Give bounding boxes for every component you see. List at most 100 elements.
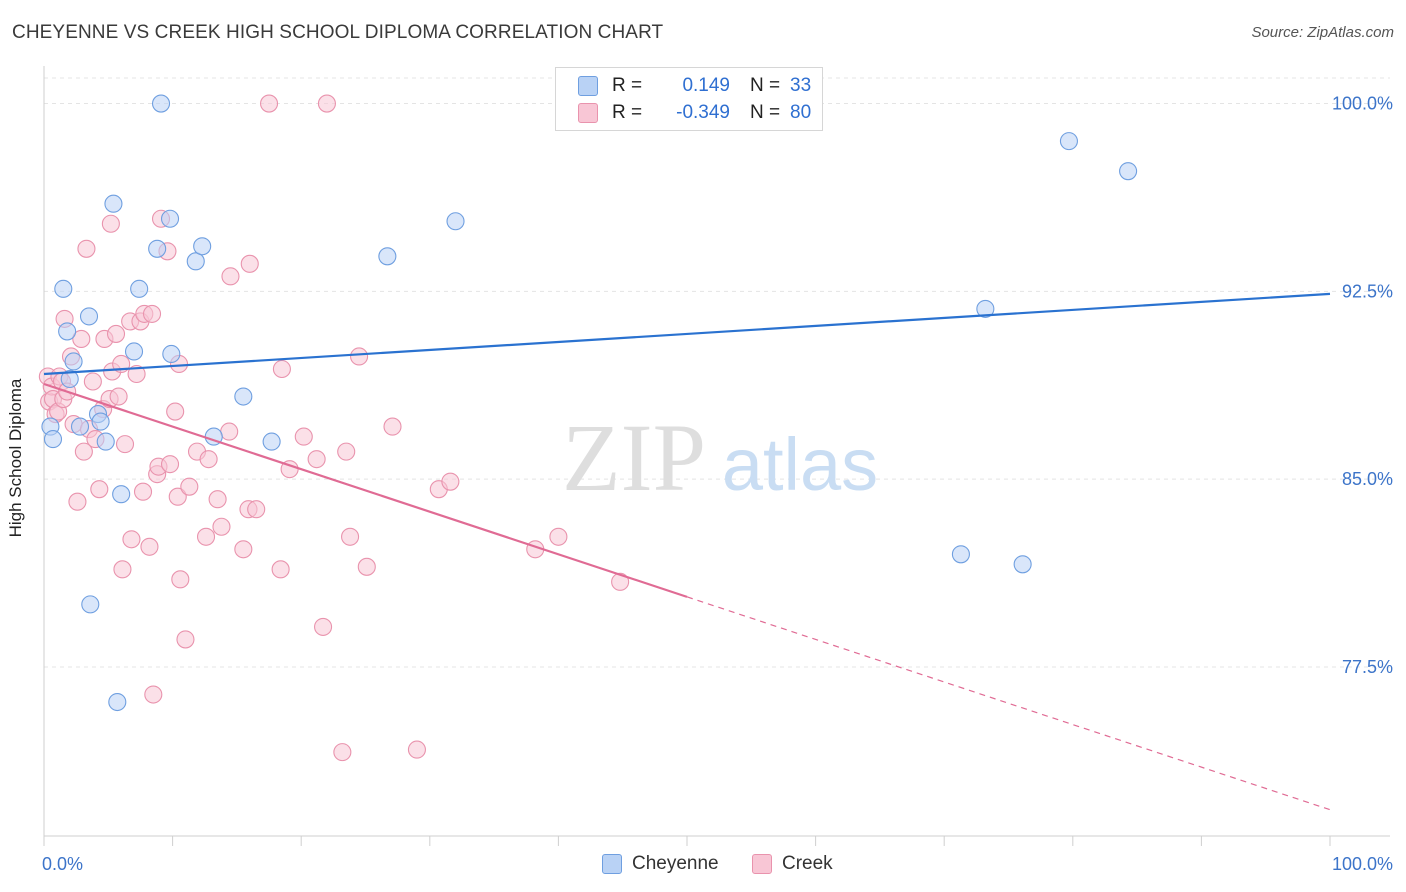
bottom-creek-swatch: [752, 854, 772, 874]
cheyenne-point: [186, 252, 205, 271]
creek-swatch: [578, 103, 598, 123]
cheyenne-point: [124, 342, 144, 361]
creek-point: [350, 347, 369, 366]
creek-trend-solid: [43, 382, 688, 598]
cheyenne-swatch: [578, 76, 598, 96]
creek-point: [142, 304, 162, 323]
creek-point: [144, 685, 163, 704]
creek-n-value: 80: [790, 102, 812, 123]
creek-point: [333, 743, 352, 762]
creek-point: [407, 740, 426, 759]
bottom-creek-label: Creek: [782, 853, 833, 874]
creek-point: [314, 617, 333, 636]
creek-r-value: -0.349: [676, 102, 730, 123]
cheyenne-point: [378, 247, 397, 266]
creek-point: [180, 477, 199, 496]
creek-point: [166, 402, 185, 421]
creek-point: [337, 442, 356, 461]
stats-legend: R = 0.149 N = 33 R = -0.349 N = 80: [555, 67, 823, 131]
cheyenne-point: [79, 307, 99, 326]
cheyenne-point: [160, 209, 180, 228]
creek-point: [171, 570, 190, 589]
creek-point: [133, 482, 153, 501]
cheyenne-point: [54, 279, 73, 298]
cheyenne-n-label: N =: [750, 75, 781, 96]
creek-point: [341, 527, 360, 546]
chart-title: CHEYENNE VS CREEK HIGH SCHOOL DIPLOMA CO…: [12, 22, 664, 43]
creek-point: [101, 214, 120, 233]
cheyenne-point: [64, 352, 83, 371]
y-tick-label: 92.5%: [1342, 281, 1393, 301]
creek-n-label: N =: [750, 102, 781, 123]
y-axis-label: High School Diploma: [6, 378, 25, 538]
cheyenne-point: [43, 430, 63, 449]
cheyenne-n-value: 33: [790, 75, 812, 96]
creek-point: [176, 630, 195, 649]
creek-point: [140, 537, 159, 556]
creek-r-label: R =: [612, 102, 643, 123]
cheyenne-r-label: R =: [612, 75, 643, 96]
cheyenne-point: [951, 545, 970, 564]
watermark-atlas: atlas: [722, 423, 878, 506]
creek-point: [168, 487, 187, 506]
y-tick-label: 100.0%: [1332, 94, 1393, 114]
cheyenne-trend-solid: [43, 292, 1331, 376]
legend-row-cheyenne: R = 0.149 N = 33: [578, 74, 811, 98]
creek-point: [199, 450, 218, 469]
creek-point: [196, 527, 216, 546]
watermark-zip: ZIP: [562, 404, 706, 511]
cheyenne-point: [108, 692, 127, 712]
zipatlas-watermark: ZIP atlas: [562, 404, 878, 511]
creek-point: [106, 324, 126, 343]
creek-point: [208, 490, 227, 509]
creek-point: [74, 442, 93, 461]
creek-point: [115, 435, 135, 454]
cheyenne-point: [70, 417, 90, 436]
bottom-cheyenne-swatch: [602, 854, 622, 874]
creek-point: [90, 480, 109, 499]
creek-point: [611, 572, 630, 591]
cheyenne-point: [60, 369, 79, 389]
creek-point: [272, 359, 291, 379]
creek-point: [160, 455, 180, 474]
cheyenne-point: [1013, 555, 1032, 574]
bottom-legend-cheyenne: Cheyenne: [602, 852, 719, 876]
cheyenne-point: [162, 344, 181, 364]
cheyenne-point: [104, 194, 123, 213]
cheyenne-point: [96, 432, 115, 451]
x-tick-label-max: 100.0%: [1332, 854, 1393, 874]
creek-point: [72, 329, 91, 348]
x-tick-label-min: 0.0%: [42, 854, 83, 874]
bottom-legend-creek: Creek: [752, 852, 833, 876]
cheyenne-r-value: 0.149: [682, 75, 730, 96]
cheyenne-point: [193, 237, 212, 256]
bottom-cheyenne-label: Cheyenne: [632, 853, 719, 874]
cheyenne-point: [91, 412, 110, 431]
creek-point: [234, 540, 253, 559]
y-tick-label: 77.5%: [1342, 657, 1393, 677]
creek-point: [122, 530, 141, 549]
creek-point: [294, 427, 313, 446]
cheyenne-point: [58, 322, 77, 341]
cheyenne-point: [112, 485, 131, 504]
creek-point: [109, 387, 128, 406]
cheyenne-point: [1119, 162, 1138, 181]
cheyenne-point: [446, 212, 465, 231]
creek-point: [307, 450, 326, 469]
cheyenne-point: [234, 387, 253, 406]
creek-point: [221, 267, 240, 286]
creek-point: [83, 372, 102, 391]
source-credit: Source: ZipAtlas.com: [1251, 24, 1394, 41]
creek-point: [68, 492, 87, 511]
cheyenne-point: [262, 432, 281, 451]
creek-point: [77, 239, 96, 258]
creek-trend-dashed: [686, 596, 1331, 811]
cheyenne-point: [151, 94, 171, 113]
creek-point: [247, 500, 266, 519]
creek-point: [220, 422, 239, 441]
creek-point: [113, 560, 132, 579]
cheyenne-point: [81, 595, 100, 614]
creek-point: [549, 527, 568, 546]
creek-point: [240, 254, 259, 273]
